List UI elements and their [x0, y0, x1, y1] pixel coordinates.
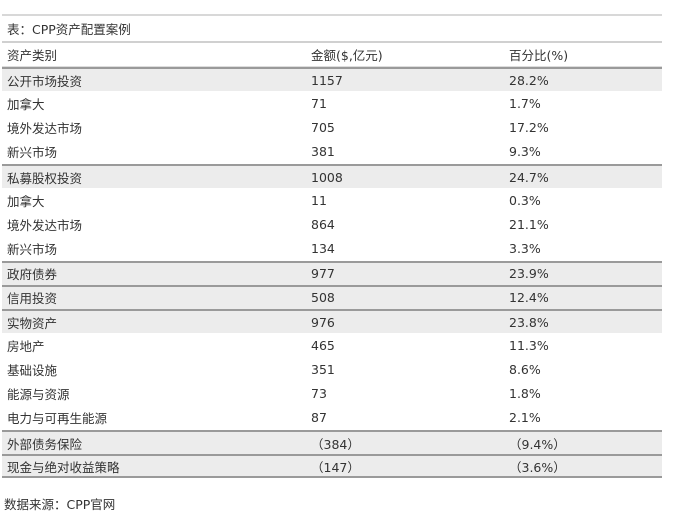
cell-amount: 87 — [311, 410, 327, 426]
table-row: 私募股权投资 1008 24.7% — [2, 163, 662, 189]
cell-percent: 2.1% — [509, 410, 541, 426]
cell-amount: 705 — [311, 120, 335, 136]
cell-amount: 73 — [311, 386, 327, 402]
header-percent: 百分比(%) — [509, 48, 569, 64]
cell-percent: 9.3% — [509, 144, 541, 160]
cell-category: 新兴市场 — [7, 242, 58, 258]
cell-percent: 0.3% — [509, 192, 541, 208]
table-row: 能源与资源 73 1.8% — [2, 382, 662, 406]
cell-percent: （3.6%） — [509, 459, 566, 475]
cell-category: 境外发达市场 — [7, 217, 83, 233]
cell-amount: 11 — [311, 192, 327, 208]
cell-category: 公开市场投资 — [7, 73, 83, 89]
table-row: 新兴市场 134 3.3% — [2, 237, 662, 261]
cell-category: 能源与资源 — [7, 387, 70, 403]
table-row: 电力与可再生能源 87 2.1% — [2, 406, 662, 430]
top-divider — [2, 14, 662, 16]
cell-amount: 381 — [311, 144, 335, 160]
table-row: 加拿大 71 1.7% — [2, 91, 662, 115]
cell-category: 加拿大 — [7, 193, 45, 209]
table-row: 加拿大 11 0.3% — [2, 188, 662, 212]
cell-percent: 11.3% — [509, 337, 549, 353]
asset-allocation-table: 表：CPP资产配置案例 资产类别 金额($,亿元) 百分比(%) 公开市场投资 1… — [2, 14, 662, 479]
table-row: 现金与绝对收益策略 （147） （3.6%） — [2, 454, 662, 479]
table-body: 公开市场投资 1157 28.2% 加拿大 71 1.7% 境外发达市场 705 17.2% 新兴… — [2, 67, 662, 479]
table-row: 外部债务保险 （384） （9.4%） — [2, 430, 662, 455]
header-amount: 金额($,亿元) — [311, 48, 383, 64]
table-row: 基础设施 351 8.6% — [2, 357, 662, 381]
cell-category: 房地产 — [7, 338, 45, 354]
cell-percent: 17.2% — [509, 120, 549, 136]
table-row: 公开市场投资 1157 28.2% — [2, 67, 662, 92]
cell-category: 现金与绝对收益策略 — [7, 459, 120, 475]
header-row: 资产类别 金额($,亿元) 百分比(%) — [2, 43, 662, 68]
cell-category: 政府债券 — [7, 267, 58, 283]
cell-category: 境外发达市场 — [7, 121, 83, 137]
table-row: 信用投资 508 12.4% — [2, 284, 662, 310]
table-row: 新兴市场 381 9.3% — [2, 140, 662, 164]
cell-amount: （384） — [311, 436, 360, 452]
cell-category: 实物资产 — [7, 315, 58, 331]
cell-category: 私募股权投资 — [7, 170, 83, 186]
table-row: 房地产 465 11.3% — [2, 333, 662, 357]
cell-amount: 1008 — [311, 169, 343, 185]
table-title: 表：CPP资产配置案例 — [2, 16, 662, 43]
cell-category: 信用投资 — [7, 291, 58, 307]
cell-percent: 3.3% — [509, 241, 541, 257]
cell-amount: （147） — [311, 459, 360, 475]
cell-percent: 8.6% — [509, 362, 541, 378]
cell-amount: 977 — [311, 266, 335, 282]
cell-percent: 12.4% — [509, 290, 549, 306]
cell-percent: 1.8% — [509, 386, 541, 402]
cell-percent: 24.7% — [509, 169, 549, 185]
cell-amount: 71 — [311, 95, 327, 111]
cell-percent: 23.9% — [509, 266, 549, 282]
cell-amount: 864 — [311, 216, 335, 232]
cell-percent: 23.8% — [509, 314, 549, 330]
cell-amount: 508 — [311, 290, 335, 306]
table-row: 政府债券 977 23.9% — [2, 260, 662, 285]
cell-percent: 1.7% — [509, 95, 541, 111]
table-row: 境外发达市场 705 17.2% — [2, 116, 662, 140]
cell-percent: 28.2% — [509, 72, 549, 88]
cell-amount: 1157 — [311, 72, 343, 88]
cell-category: 新兴市场 — [7, 145, 58, 161]
table-row: 实物资产 976 23.8% — [2, 309, 662, 334]
source-note: 数据来源：CPP官网 — [4, 497, 116, 512]
cell-amount: 465 — [311, 337, 335, 353]
cell-amount: 351 — [311, 362, 335, 378]
cell-amount: 976 — [311, 314, 335, 330]
header-category: 资产类别 — [7, 48, 58, 64]
cell-percent: （9.4%） — [509, 436, 566, 452]
cell-category: 基础设施 — [7, 363, 58, 379]
table-row: 境外发达市场 864 21.1% — [2, 212, 662, 236]
cell-category: 外部债务保险 — [7, 436, 83, 452]
cell-percent: 21.1% — [509, 216, 549, 232]
cell-category: 电力与可再生能源 — [7, 411, 108, 427]
cell-category: 加拿大 — [7, 96, 45, 112]
cell-amount: 134 — [311, 241, 335, 257]
